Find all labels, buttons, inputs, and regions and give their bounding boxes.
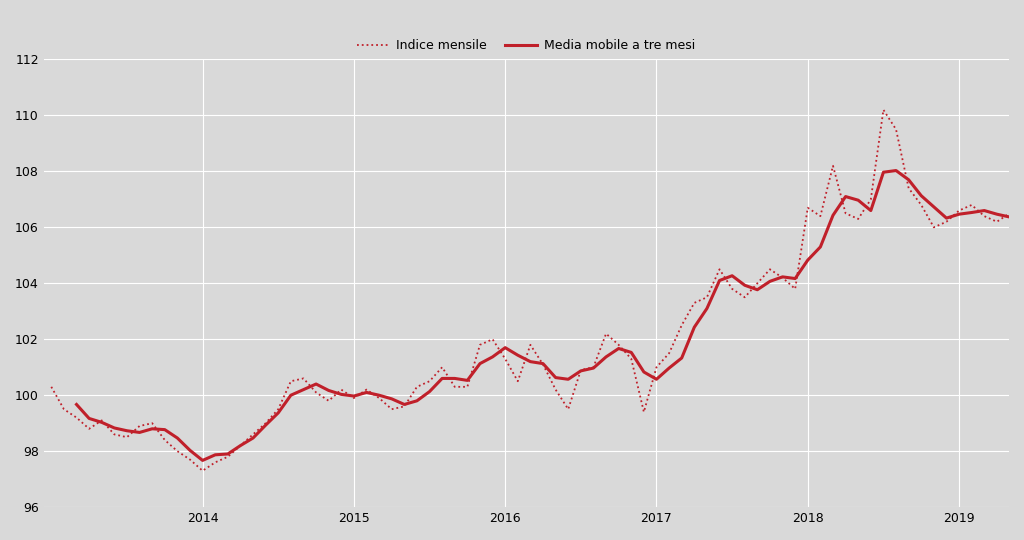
Media mobile a tre mesi <box>197 457 209 464</box>
Indice mensile <box>638 409 650 415</box>
Line: Media mobile a tre mesi: Media mobile a tre mesi <box>77 171 1024 461</box>
Indice mensile <box>991 219 1004 225</box>
Media mobile a tre mesi <box>71 401 83 408</box>
Media mobile a tre mesi <box>890 167 902 174</box>
Media mobile a tre mesi <box>738 282 751 288</box>
Indice mensile <box>864 196 877 202</box>
Indice mensile <box>878 106 890 113</box>
Indice mensile <box>45 383 57 390</box>
Indice mensile <box>297 375 309 382</box>
Indice mensile <box>197 468 209 474</box>
Media mobile a tre mesi <box>373 392 385 399</box>
Media mobile a tre mesi <box>221 451 233 457</box>
Indice mensile <box>209 459 221 465</box>
Legend: Indice mensile, Media mobile a tre mesi: Indice mensile, Media mobile a tre mesi <box>352 35 700 57</box>
Indice mensile <box>247 431 259 437</box>
Line: Indice mensile: Indice mensile <box>51 110 1024 471</box>
Media mobile a tre mesi <box>348 393 360 399</box>
